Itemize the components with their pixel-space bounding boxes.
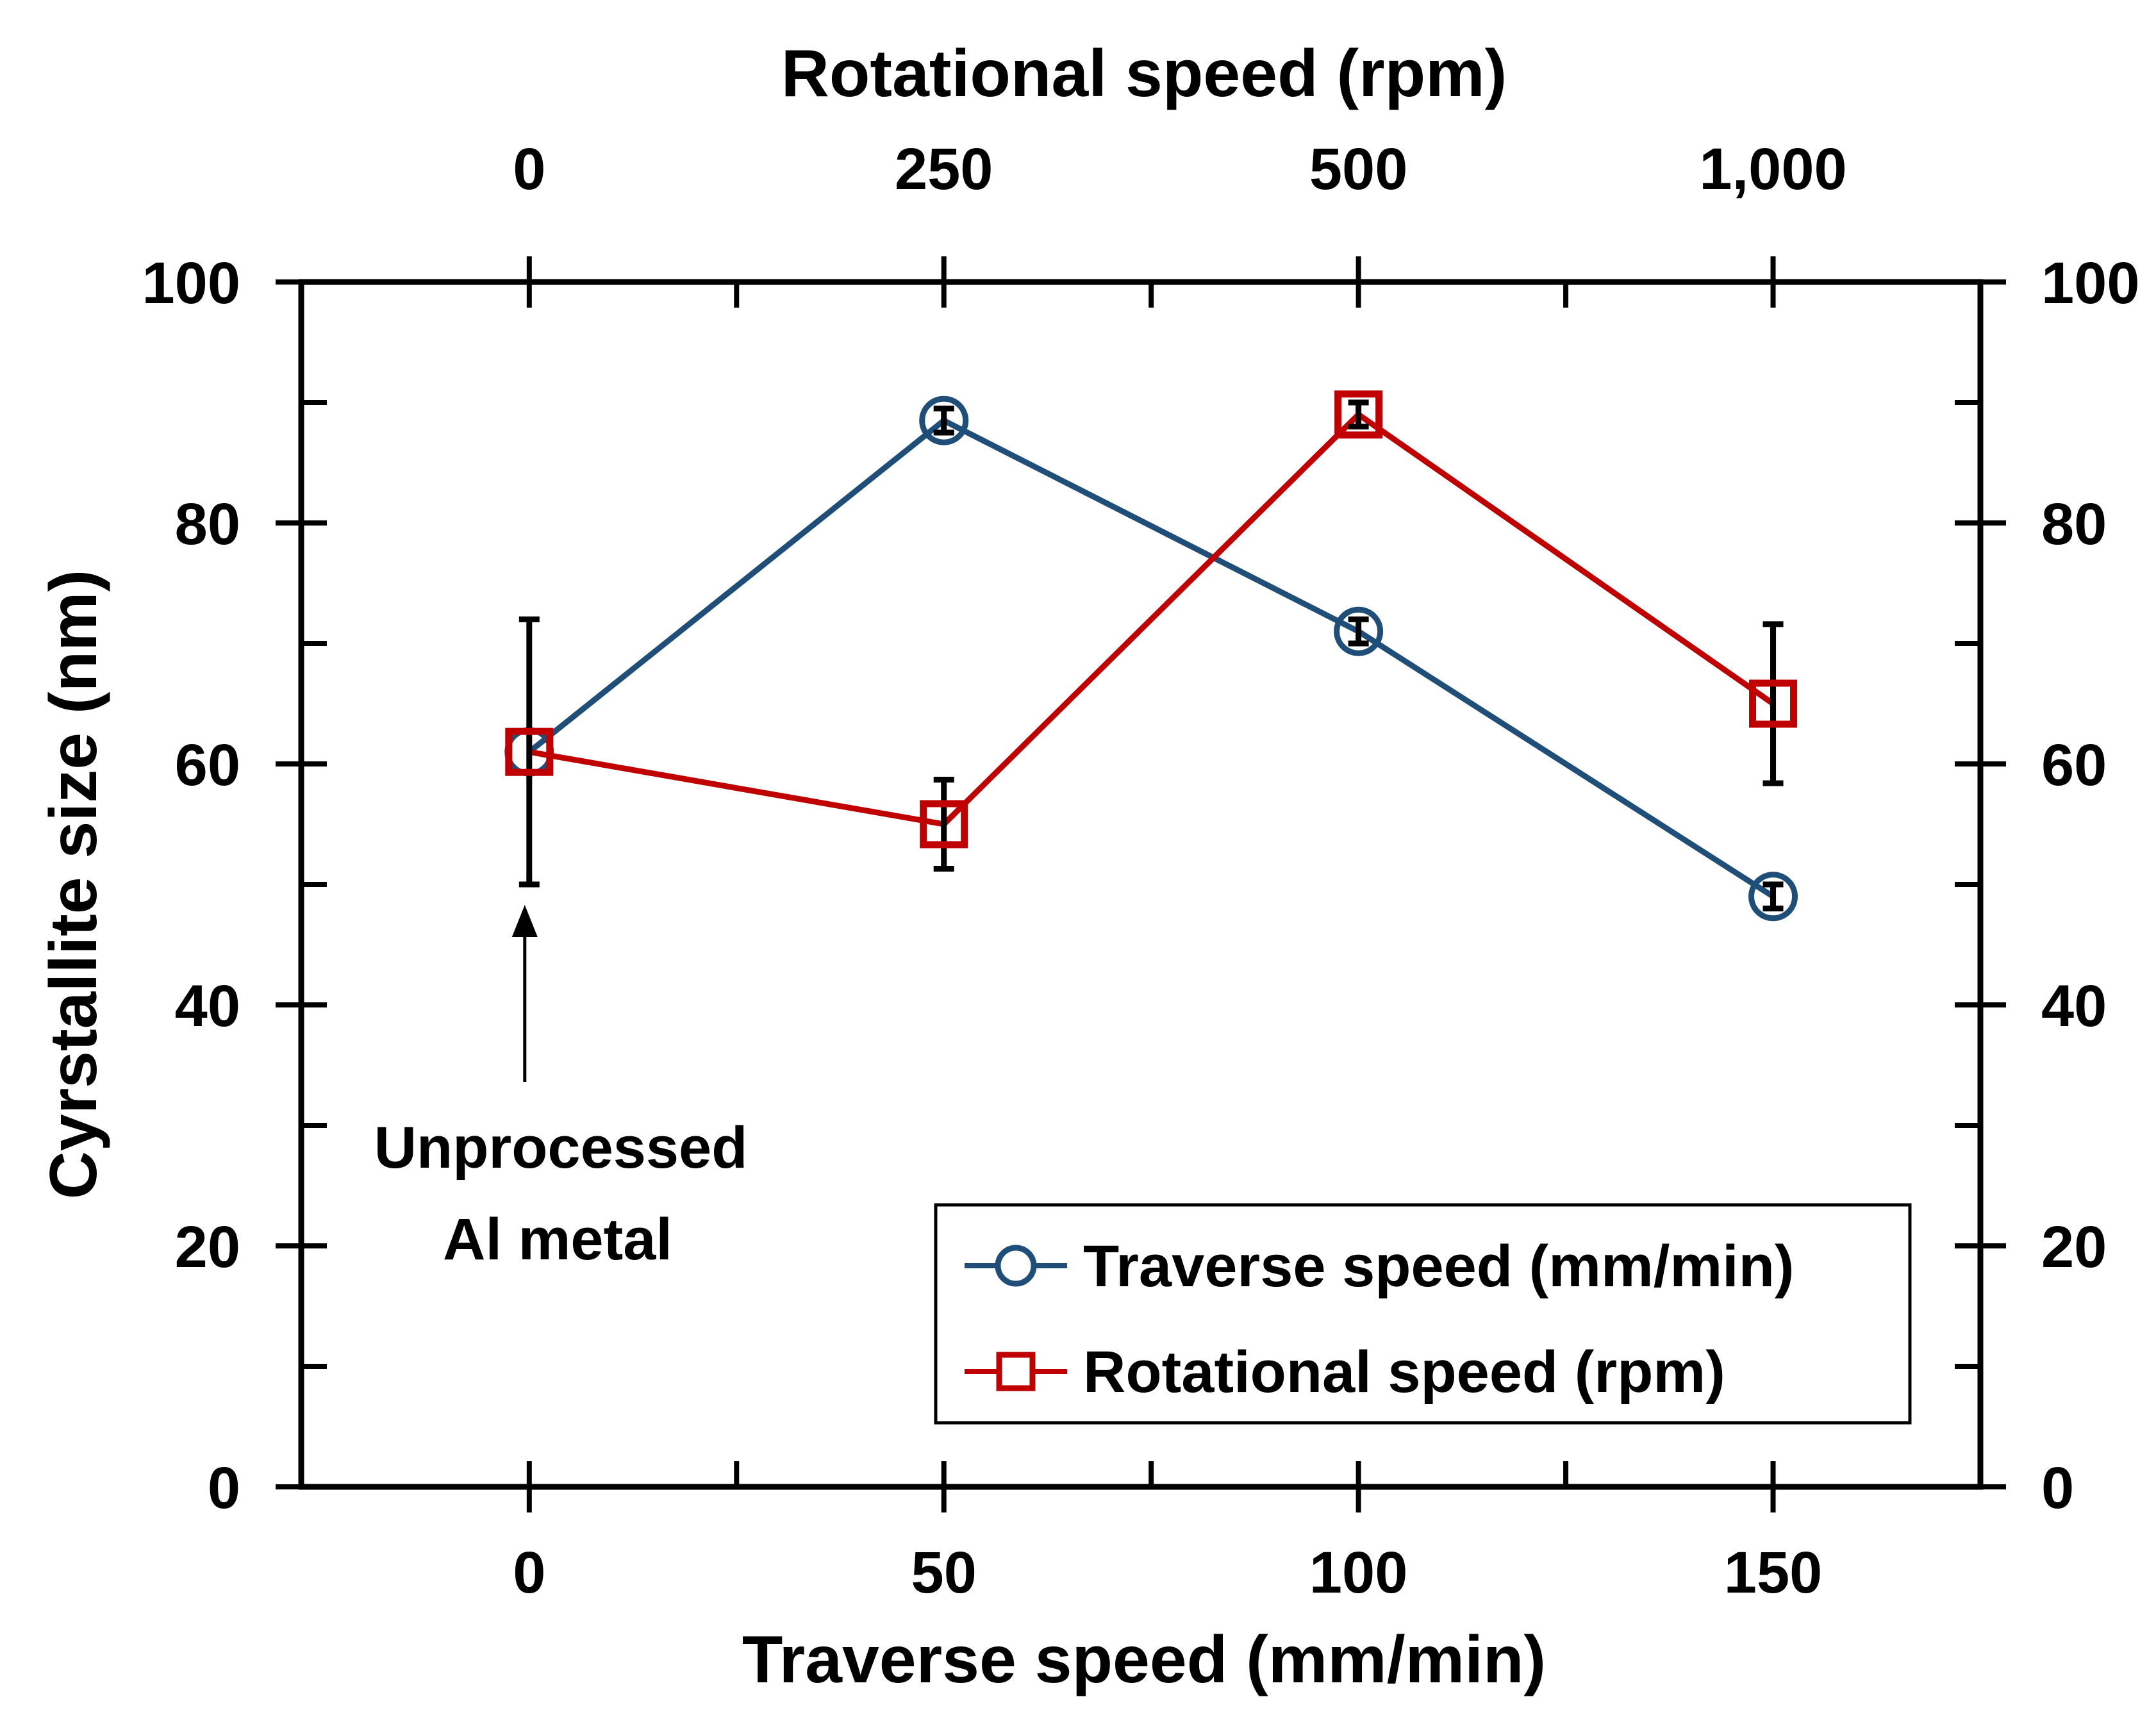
series-line — [529, 411, 1775, 827]
y-tick-label-left: 60 — [175, 733, 240, 798]
y-tick-label-left: 40 — [175, 973, 240, 1039]
x-tick-label-top: 500 — [1309, 137, 1408, 202]
data-point — [505, 727, 554, 776]
legend-label-traverse: Traverse speed (mm/min) — [1083, 1234, 1795, 1299]
series-layer — [504, 390, 1798, 922]
data-point — [1749, 679, 1798, 728]
y-tick-label-right: 20 — [2041, 1214, 2107, 1280]
data-point — [919, 395, 969, 445]
y-tick-label-right: 0 — [2041, 1455, 2074, 1521]
y-tick-label-left: 20 — [175, 1214, 240, 1280]
series-traverse — [504, 395, 1798, 922]
data-point — [1334, 606, 1384, 656]
annotation-text-line-2: Al metal — [443, 1207, 672, 1272]
data-point — [920, 800, 968, 849]
y-tick-label-left: 0 — [208, 1455, 240, 1521]
y-tick-label-right: 80 — [2041, 492, 2107, 557]
x-tick-label-top: 0 — [513, 137, 545, 202]
legend: Traverse speed (mm/min) Rotational speed… — [934, 1203, 1912, 1425]
x-tick-label-bottom: 50 — [911, 1540, 977, 1605]
annotation-text-line-1: Unprocessed — [374, 1115, 748, 1181]
y-tick-label-right: 100 — [2041, 251, 2140, 316]
legend-label-rotational: Rotational speed (rpm) — [1083, 1339, 1725, 1405]
annotation: Unprocessed Al metal — [374, 905, 748, 1272]
legend-box — [934, 1203, 1912, 1425]
legend-marker-rotational — [996, 1352, 1036, 1391]
data-point — [1748, 872, 1798, 922]
top-axis-title: Rotational speed (rpm) — [781, 37, 1507, 111]
x-axis-title: Traverse speed (mm/min) — [742, 1623, 1546, 1697]
y-tick-label-left: 100 — [142, 251, 241, 316]
annotation-arrow-head — [511, 905, 538, 937]
x-tick-label-bottom: 150 — [1724, 1540, 1823, 1605]
x-tick-label-top: 250 — [895, 137, 993, 202]
ticks-layer — [276, 256, 2006, 1512]
legend-marker-traverse — [995, 1245, 1037, 1287]
y-axis-title: Cyrstallite size (nm) — [37, 570, 111, 1200]
legend-item-traverse: Traverse speed (mm/min) — [965, 1234, 1795, 1299]
tick-labels-layer: 0 0 20 20 40 40 60 60 80 80 100 100 0 0 50 250 100 500 150… — [142, 137, 2140, 1605]
y-tick-label-left: 80 — [175, 492, 240, 557]
x-tick-label-top: 1,000 — [1699, 137, 1846, 202]
legend-item-rotational: Rotational speed (rpm) — [965, 1339, 1725, 1405]
series-rotational — [505, 390, 1798, 888]
y-tick-label-right: 60 — [2041, 733, 2107, 798]
series-line — [527, 417, 1775, 899]
y-tick-label-right: 40 — [2041, 973, 2107, 1039]
x-tick-label-bottom: 100 — [1309, 1540, 1408, 1605]
data-point — [1334, 390, 1383, 439]
x-tick-label-bottom: 0 — [513, 1540, 545, 1605]
